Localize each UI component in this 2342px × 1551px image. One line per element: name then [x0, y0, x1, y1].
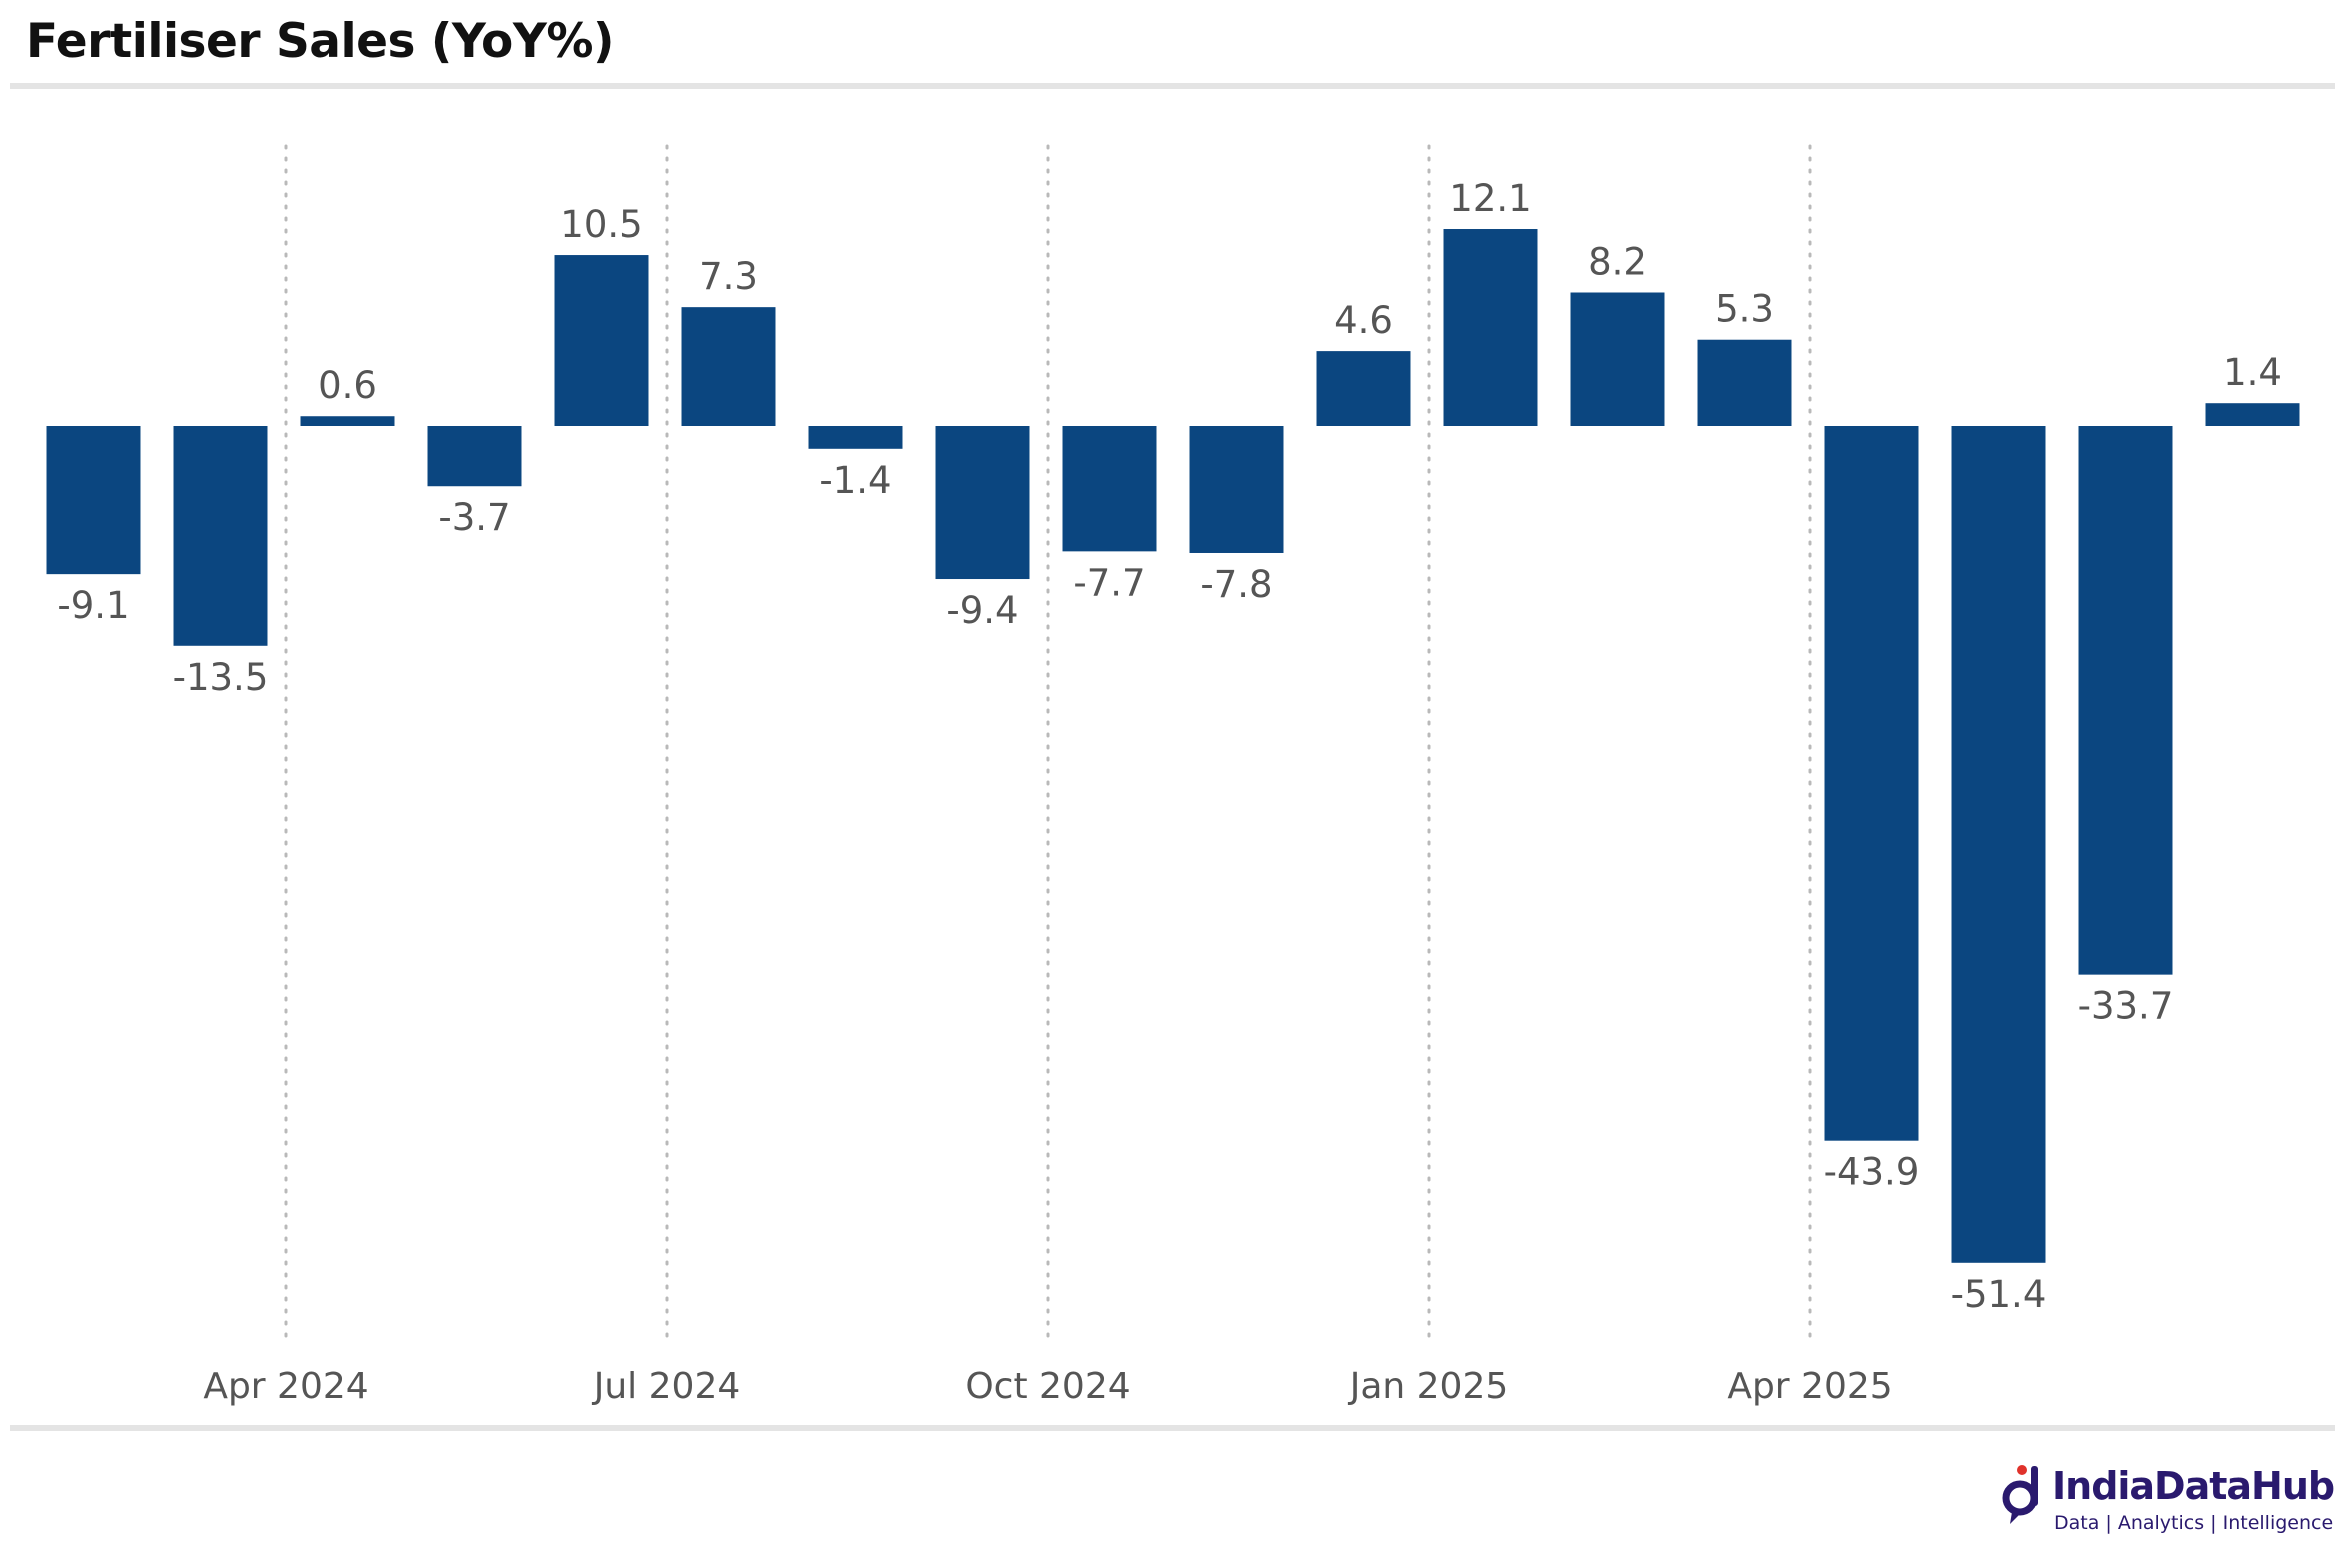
- data-label: 8.2: [1588, 241, 1647, 284]
- bar: [1570, 292, 1665, 426]
- bar: [1697, 339, 1792, 426]
- bar: [1824, 426, 1919, 1141]
- bar: [808, 426, 903, 449]
- bar: [1316, 351, 1411, 426]
- bar: [2205, 403, 2300, 426]
- data-label: 0.6: [318, 364, 377, 407]
- data-label: 4.6: [1334, 299, 1393, 342]
- bar: [2078, 426, 2173, 975]
- x-axis-ticks: Apr 2024 Jul 2024 Oct 2024 Jan 2025 Apr 2025: [203, 1366, 1892, 1407]
- grid-lines: [284, 144, 1812, 1342]
- bar: [173, 426, 268, 646]
- logo-name: IndiaDataHub: [2052, 1464, 2335, 1508]
- chart-title: Fertiliser Sales (YoY%): [26, 14, 614, 69]
- data-label: -7.7: [1073, 561, 1145, 604]
- bar: [681, 307, 776, 426]
- top-divider: [10, 83, 2335, 89]
- data-label: -9.1: [57, 584, 129, 627]
- data-label: -51.4: [1951, 1273, 2047, 1316]
- data-label: -1.4: [819, 459, 891, 502]
- x-tick-label: Apr 2024: [203, 1366, 368, 1407]
- x-tick-label: Oct 2024: [965, 1366, 1130, 1407]
- bar: [1062, 426, 1157, 552]
- data-label: -3.7: [438, 496, 510, 539]
- data-label: 5.3: [1715, 288, 1774, 331]
- bar: [46, 426, 141, 575]
- data-label: -7.8: [1200, 563, 1272, 606]
- data-label: -43.9: [1824, 1151, 1920, 1194]
- bar: [554, 255, 649, 426]
- x-tick-label: Jan 2025: [1348, 1366, 1509, 1407]
- logo-tagline: Data | Analytics | Intelligence: [2054, 1512, 2334, 1534]
- data-label: -13.5: [173, 656, 269, 699]
- x-tick-label: Jul 2024: [592, 1366, 741, 1407]
- data-labels: -9.1 -13.5 0.6 -3.7 10.5 7.3 -1.4 -9.4 -7.7 -7.8 4…: [57, 177, 2282, 1316]
- x-tick-label: Apr 2025: [1727, 1366, 1892, 1407]
- bottom-divider: [10, 1425, 2335, 1431]
- data-label: -9.4: [946, 589, 1018, 632]
- bar: [1951, 426, 2046, 1263]
- bars: [46, 229, 2300, 1263]
- india-data-hub-logo-icon: [2002, 1465, 2038, 1524]
- bar-chart: -9.1 -13.5 0.6 -3.7 10.5 7.3 -1.4 -9.4 -7.7 -7.8 4…: [46, 144, 2300, 1407]
- bar: [1443, 229, 1538, 426]
- bar: [935, 426, 1030, 580]
- bar: [300, 416, 395, 426]
- bar: [427, 426, 522, 487]
- data-label: 1.4: [2223, 351, 2282, 394]
- brand-logo[interactable]: IndiaDataHub Data | Analytics | Intellig…: [2000, 1462, 2335, 1542]
- data-label: 12.1: [1449, 177, 1531, 220]
- data-label: -33.7: [2078, 985, 2174, 1028]
- data-label: 7.3: [699, 255, 758, 298]
- data-label: 10.5: [560, 203, 642, 246]
- bar: [1189, 426, 1284, 553]
